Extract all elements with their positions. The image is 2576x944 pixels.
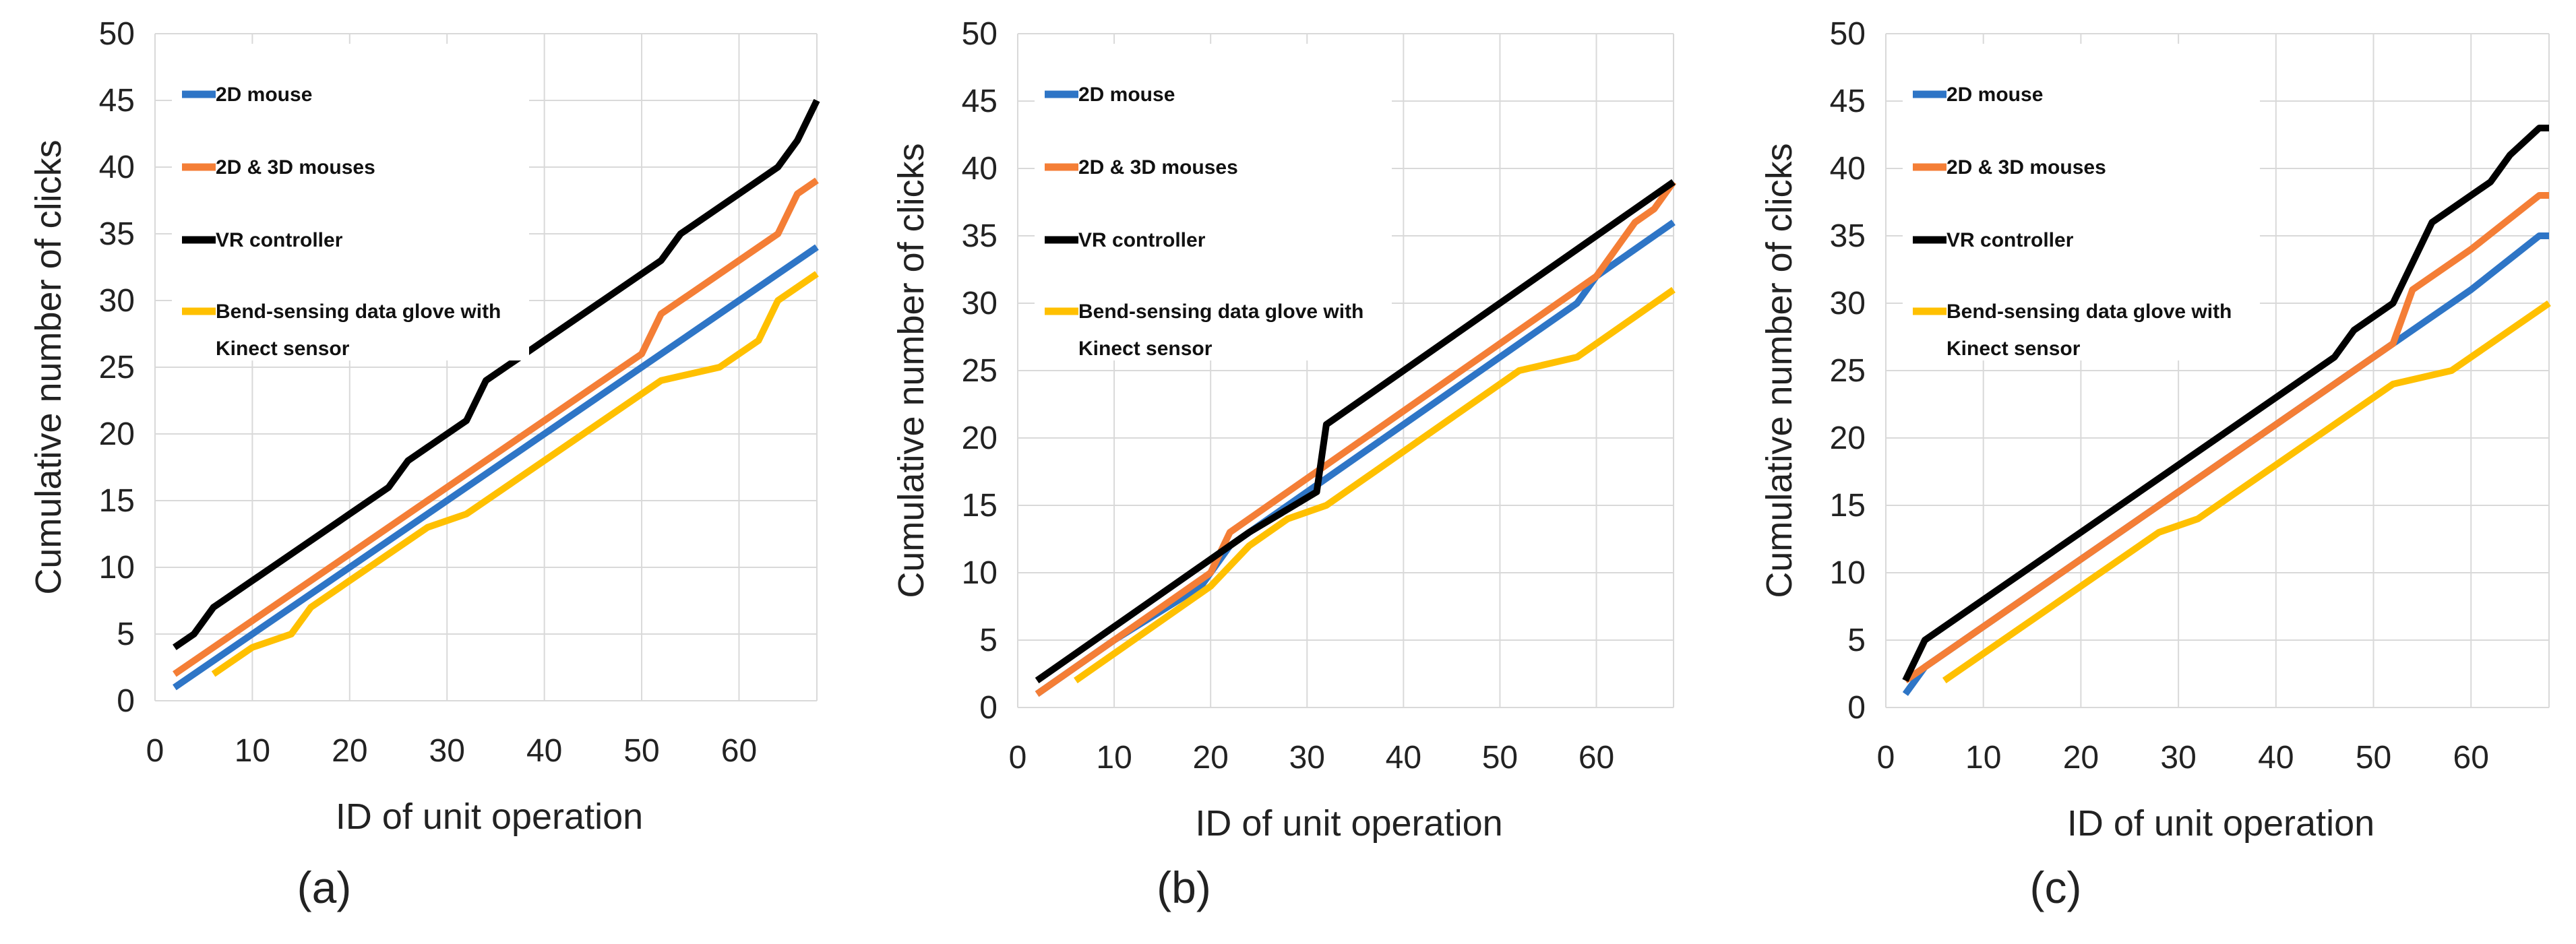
series-line-4 bbox=[1942, 300, 2551, 684]
series-line-1 bbox=[173, 244, 819, 691]
x-tick-label: 30 bbox=[1289, 740, 1325, 776]
panel-label: (a) bbox=[297, 862, 352, 912]
y-tick-label: 45 bbox=[99, 83, 135, 119]
y-tick-label: 10 bbox=[1830, 555, 1866, 591]
y-tick-label: 40 bbox=[1830, 151, 1866, 187]
legend-label: 2D mouse bbox=[1946, 84, 2043, 106]
y-tick-label: 35 bbox=[962, 218, 998, 254]
y-tick-label: 50 bbox=[962, 16, 998, 52]
series-line-3 bbox=[173, 98, 820, 650]
x-tick-label: 10 bbox=[1096, 740, 1132, 776]
legend-label: 2D & 3D mouses bbox=[216, 156, 375, 179]
series-line-2 bbox=[173, 177, 819, 677]
y-tick-label: 40 bbox=[962, 151, 998, 187]
x-tick-label: 40 bbox=[526, 733, 562, 769]
x-tick-label: 40 bbox=[2258, 740, 2294, 776]
legend-label: 2D & 3D mouses bbox=[1946, 156, 2106, 179]
y-tick-label: 20 bbox=[99, 416, 135, 452]
x-tick-label: 0 bbox=[1009, 740, 1027, 776]
x-tick-label: 30 bbox=[429, 733, 465, 769]
y-tick-label: 20 bbox=[1830, 420, 1866, 456]
x-tick-label: 0 bbox=[1877, 740, 1895, 776]
y-tick-label: 25 bbox=[99, 350, 135, 385]
legend-label-cont: Kinect sensor bbox=[1946, 338, 2081, 360]
legend-label: 2D mouse bbox=[216, 84, 312, 106]
legend-box bbox=[1903, 44, 2260, 360]
y-tick-label: 10 bbox=[962, 555, 998, 591]
x-axis-title: ID of unit operation bbox=[336, 796, 643, 837]
panel-label: (c) bbox=[2030, 862, 2082, 912]
legend-label: Bend-sensing data glove with bbox=[216, 301, 501, 323]
legend-box bbox=[1035, 44, 1392, 360]
legend-label: 2D & 3D mouses bbox=[1078, 156, 1238, 179]
x-tick-label: 50 bbox=[623, 733, 659, 769]
legend-label: VR controller bbox=[1078, 229, 1206, 251]
y-tick-label: 45 bbox=[1830, 84, 1866, 119]
series-line-4 bbox=[211, 271, 819, 677]
y-tick-label: 25 bbox=[962, 353, 998, 389]
x-tick-label: 20 bbox=[2063, 740, 2099, 776]
x-tick-label: 10 bbox=[1965, 740, 2001, 776]
series-line-2 bbox=[1035, 180, 1677, 697]
panel-label: (b) bbox=[1157, 862, 1211, 912]
legend-label: 2D mouse bbox=[1078, 84, 1175, 106]
legend-label: VR controller bbox=[1946, 229, 2074, 251]
y-tick-label: 15 bbox=[99, 483, 135, 519]
y-axis-title: Cumulative number of clicks bbox=[1759, 143, 1800, 598]
series-line-2 bbox=[1903, 192, 2549, 684]
x-tick-label: 30 bbox=[2160, 740, 2196, 776]
chart-panel-3: 0 5 10 15 20 25 30 35 40 45 50 0 10 20 30 40 50 60 ID of u… bbox=[1759, 16, 2551, 912]
y-tick-label: 40 bbox=[99, 150, 135, 185]
x-tick-label: 60 bbox=[721, 733, 757, 769]
x-tick-label: 10 bbox=[235, 733, 270, 769]
x-tick-label: 60 bbox=[2453, 740, 2489, 776]
x-axis-title: ID of unit operation bbox=[2067, 803, 2374, 844]
x-tick-label: 50 bbox=[2356, 740, 2391, 776]
y-axis-title: Cumulative number of clicks bbox=[891, 143, 931, 598]
y-tick-label: 15 bbox=[1830, 488, 1866, 524]
x-tick-label: 0 bbox=[146, 733, 164, 769]
x-tick-label: 50 bbox=[1482, 740, 1518, 776]
y-tick-label: 0 bbox=[117, 683, 135, 719]
legend-box bbox=[172, 44, 529, 360]
legend-label-cont: Kinect sensor bbox=[1078, 338, 1213, 360]
y-tick-label: 0 bbox=[1847, 690, 1866, 726]
legend-label-cont: Kinect sensor bbox=[216, 338, 350, 360]
y-tick-label: 35 bbox=[1830, 218, 1866, 254]
y-tick-label: 20 bbox=[962, 420, 998, 456]
y-tick-label: 5 bbox=[979, 623, 998, 658]
y-tick-label: 50 bbox=[1830, 16, 1866, 52]
y-tick-label: 30 bbox=[962, 286, 998, 321]
series-line-4 bbox=[1074, 286, 1676, 684]
legend-label: Bend-sensing data glove with bbox=[1078, 301, 1363, 323]
series-line-3 bbox=[1902, 125, 2549, 683]
chart-panel-2: 0 5 10 15 20 25 30 35 40 45 50 0 10 20 30 40 50 60 ID of u… bbox=[891, 16, 1677, 912]
y-tick-label: 5 bbox=[1847, 623, 1866, 658]
chart-panel-1: 0 5 10 15 20 25 30 35 40 45 50 0 10 20 30 40 50 60 ID of u… bbox=[28, 16, 820, 912]
y-tick-label: 10 bbox=[99, 550, 135, 586]
legend-label: Bend-sensing data glove with bbox=[1946, 301, 2232, 323]
y-axis-title: Cumulative number of clicks bbox=[28, 139, 69, 594]
y-tick-label: 0 bbox=[979, 690, 998, 726]
y-tick-label: 30 bbox=[1830, 286, 1866, 321]
y-tick-label: 25 bbox=[1830, 353, 1866, 389]
y-tick-label: 5 bbox=[117, 617, 135, 652]
y-tick-label: 50 bbox=[99, 16, 135, 52]
y-tick-label: 35 bbox=[99, 216, 135, 252]
x-axis-title: ID of unit operation bbox=[1195, 803, 1502, 844]
legend-label: VR controller bbox=[216, 229, 343, 251]
y-tick-label: 45 bbox=[962, 84, 998, 119]
x-tick-label: 20 bbox=[1192, 740, 1228, 776]
x-tick-label: 40 bbox=[1386, 740, 1421, 776]
y-tick-label: 30 bbox=[99, 283, 135, 319]
x-tick-label: 60 bbox=[1578, 740, 1614, 776]
series-line-3 bbox=[1035, 179, 1676, 684]
y-tick-label: 15 bbox=[962, 488, 998, 524]
x-tick-label: 20 bbox=[332, 733, 367, 769]
